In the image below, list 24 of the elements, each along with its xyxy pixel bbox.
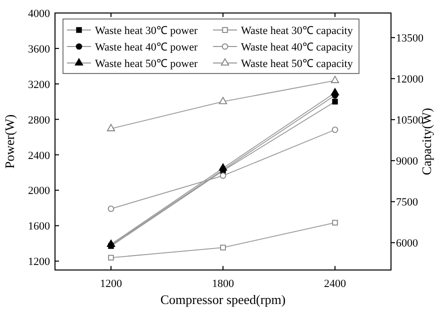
- y-axis-title: Power(W): [2, 114, 17, 169]
- y2-tick-label: 6000: [396, 238, 418, 250]
- y-tick-label: 2400: [28, 150, 50, 162]
- legend-label: Waste heat 50℃ capacity: [241, 58, 354, 70]
- y-tick-label: 2000: [28, 185, 50, 198]
- y-tick-label: 3600: [28, 43, 50, 56]
- y2-tick-label: 7500: [396, 196, 418, 209]
- x-tick-label: 1200: [100, 278, 122, 290]
- y2-tick-label: 12000: [396, 74, 424, 86]
- legend-label: Waste heat 40℃ capacity: [241, 42, 354, 54]
- legend-label: Waste heat 40℃ power: [95, 42, 198, 54]
- y2-tick-label: 13500: [396, 32, 424, 45]
- x-tick-label: 2400: [324, 278, 346, 290]
- y-tick-label: 3200: [28, 78, 50, 91]
- legend-label: Waste heat 50℃ power: [95, 58, 198, 70]
- y2-tick-label: 9000: [396, 156, 418, 168]
- x-tick-label: 1800: [212, 278, 234, 290]
- y-tick-label: 1600: [28, 220, 50, 233]
- legend-label: Waste heat 30℃ capacity: [241, 25, 354, 37]
- y-tick-label: 4000: [28, 8, 50, 20]
- legend-label: Waste heat 30℃ power: [95, 25, 198, 37]
- x-axis-title: Compressor speed(rpm): [160, 292, 286, 307]
- y-tick-label: 1200: [28, 256, 50, 268]
- y-tick-label: 2800: [28, 114, 50, 126]
